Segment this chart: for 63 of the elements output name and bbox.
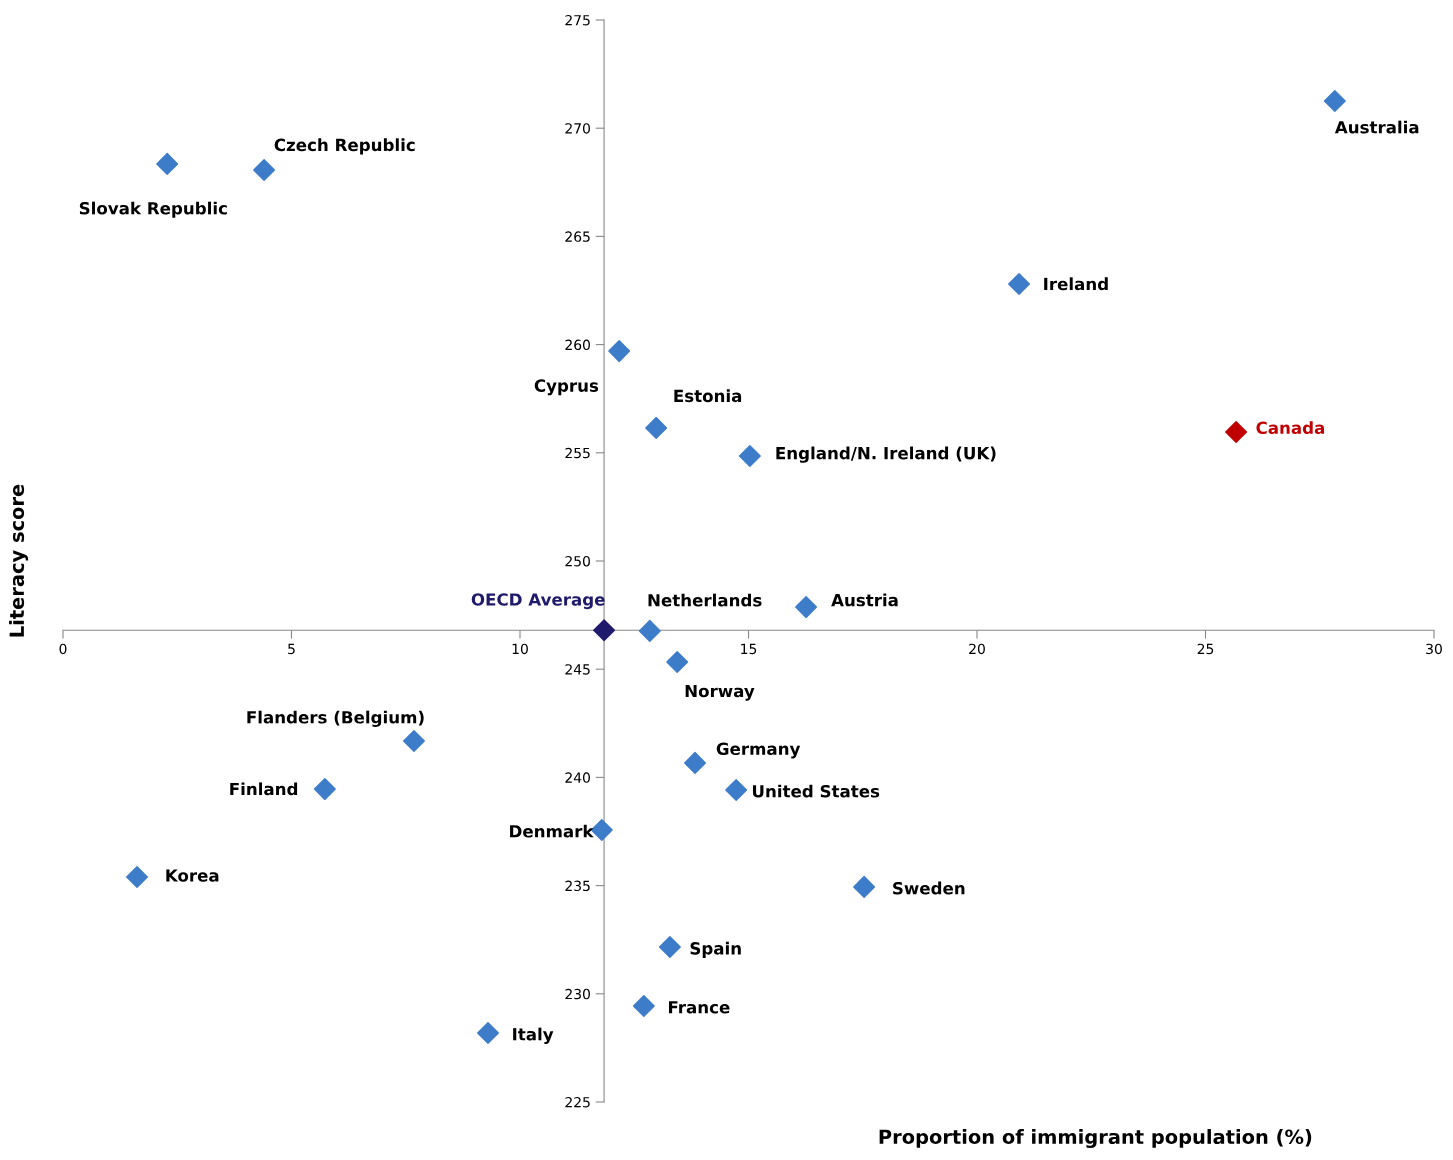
point (313, 778, 336, 801)
annotation: Finland (230, 782, 298, 796)
y-tick-label: 270 (565, 123, 590, 134)
point (402, 730, 425, 753)
point (593, 619, 616, 642)
annotation: OECD Average (471, 593, 605, 610)
annotation: Czech Republic (274, 138, 415, 155)
annotation: Norway (685, 684, 755, 701)
point (477, 1021, 500, 1044)
x-tick-label: 5 (288, 643, 295, 655)
annotation: Austria (831, 593, 898, 607)
point (253, 158, 276, 181)
point (1323, 89, 1346, 112)
y-tick-label: 275 (565, 14, 590, 26)
y-tick-label: 230 (565, 988, 590, 1000)
x-axis-title: Proportion of immigrant population (%) (879, 1129, 1312, 1149)
y-tick-label: 265 (565, 231, 590, 242)
annotation: Italy (513, 1027, 554, 1044)
x-tick-label: 30 (1426, 643, 1442, 655)
annotation: France (668, 1001, 730, 1014)
x-tick-label: 0 (59, 643, 67, 655)
point (658, 936, 681, 959)
y-tick-label: 260 (565, 339, 590, 351)
point (1225, 421, 1248, 444)
annotation: Flanders (Belgium) (247, 710, 424, 727)
annotation: Ireland (1044, 277, 1108, 291)
y-axis-title: Literacy score (9, 484, 29, 637)
annotation: Denmark (510, 824, 594, 838)
point (638, 619, 661, 642)
point (1008, 273, 1031, 296)
y-tick-label: 245 (565, 664, 590, 675)
annotation: United States (752, 784, 880, 798)
x-tick-label: 15 (741, 643, 757, 655)
point (738, 445, 761, 468)
point (853, 875, 876, 898)
annotation: Australia (1334, 120, 1419, 134)
point (666, 651, 689, 674)
y-tick-label: 255 (565, 447, 590, 459)
x-tick-label: 20 (969, 643, 985, 655)
annotation: Estonia (674, 389, 742, 403)
annotation: Cyprus (534, 379, 599, 396)
annotation: Korea (166, 869, 219, 882)
y-tick-label: 240 (565, 772, 590, 783)
point (725, 778, 748, 801)
point (608, 340, 631, 363)
x-tick-label: 25 (1197, 643, 1214, 655)
annotation: Slovak Republic (79, 201, 227, 218)
annotation: Germany (716, 742, 801, 759)
annotation: England/N. Ireland (UK) (776, 446, 996, 463)
y-tick-label: 250 (565, 555, 590, 567)
annotation: Netherlands (648, 593, 762, 607)
annotation: Sweden (893, 881, 965, 895)
point (126, 865, 149, 888)
point (645, 416, 668, 439)
y-tick-label: 235 (565, 880, 590, 892)
x-tick-label: 10 (512, 643, 528, 655)
annotation: Canada (1256, 421, 1325, 435)
y-tick-label: 225 (565, 1096, 590, 1108)
point (684, 751, 707, 774)
point (632, 994, 655, 1017)
point (795, 596, 818, 619)
point (156, 152, 179, 175)
annotation: Spain (690, 941, 741, 958)
